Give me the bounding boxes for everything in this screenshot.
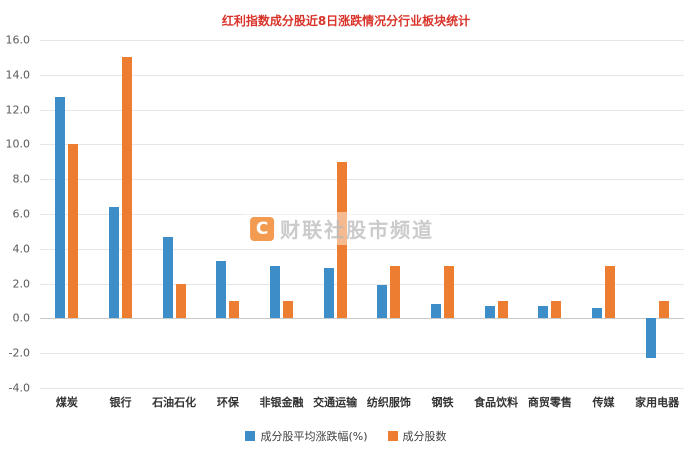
bar-stock-count	[390, 266, 401, 319]
legend-swatch	[387, 431, 398, 441]
x-category-label: 传媒	[592, 396, 615, 409]
legend-swatch	[245, 431, 256, 441]
x-category-label: 钢铁	[431, 396, 454, 409]
plot-area	[40, 40, 684, 389]
bar-avg-change	[216, 260, 227, 319]
bar-avg-change	[431, 304, 441, 319]
legend-item: 成分股平均涨跌幅(%)	[245, 428, 368, 444]
y-tick-label: 16.0	[5, 33, 31, 47]
gridline	[40, 214, 684, 215]
x-category-label: 纺织服饰	[366, 396, 411, 409]
bar-stock-count	[444, 266, 454, 319]
x-axis: 煤炭 银行 石油石化 环保 非银金融 交通运输 纺织服饰 钢铁 食品饮料 商贸零售 传媒 家用电器	[40, 394, 684, 410]
bar-avg-change	[377, 285, 388, 319]
y-tick-label: 0.0	[12, 311, 31, 325]
bar-avg-change	[592, 307, 602, 319]
gridline	[40, 179, 684, 181]
bar-avg-change	[55, 97, 66, 319]
x-category-label: 食品饮料	[474, 396, 519, 409]
bar-stock-count	[229, 301, 240, 319]
bar-stock-count	[605, 266, 615, 319]
gridline	[40, 388, 684, 389]
legend-label: 成分股平均涨跌幅(%)	[260, 430, 368, 443]
y-axis: -4.0 -2.0 0.0 2.0 4.0 6.0 8.0 10.0 12.0 14.0 16.0	[0, 34, 34, 395]
gridline	[40, 74, 684, 76]
bar-stock-count	[551, 301, 562, 319]
watermark: C 财联社股市频道	[244, 212, 441, 245]
bar-avg-change	[162, 236, 173, 319]
y-tick-label: 2.0	[12, 277, 31, 291]
legend-item: 成分股数	[387, 428, 447, 444]
cls-logo-icon: C	[250, 216, 275, 241]
gridline	[40, 109, 684, 111]
gridline	[40, 283, 684, 285]
gridline	[40, 144, 684, 146]
gridline	[40, 248, 684, 250]
bar-stock-count	[497, 301, 508, 319]
chart-title: 红利指数成分股近8日涨跌情况分行业板块统计	[221, 14, 471, 28]
y-tick-label: -4.0	[8, 381, 30, 395]
y-tick-label: -2.0	[8, 346, 30, 360]
bar-avg-change	[323, 267, 334, 319]
y-tick-label: 4.0	[12, 242, 31, 256]
bar-avg-change	[484, 306, 495, 319]
bar-avg-change	[538, 306, 549, 319]
x-category-label: 家用电器	[635, 396, 680, 409]
y-tick-label: 8.0	[12, 172, 31, 186]
bar-stock-count	[68, 144, 79, 319]
zero-line	[40, 318, 684, 320]
y-tick-label: 6.0	[12, 207, 31, 221]
bar-avg-change	[645, 318, 656, 359]
bar-avg-change	[109, 207, 119, 319]
bar-stock-count	[175, 283, 186, 319]
x-category-label: 商贸零售	[527, 396, 572, 409]
gridline	[40, 353, 684, 355]
x-category-label: 煤炭	[55, 396, 78, 409]
x-category-label: 非银金融	[259, 396, 304, 409]
gridline	[40, 40, 684, 41]
y-tick-label: 14.0	[5, 68, 31, 82]
watermark-text: 财联社股市频道	[280, 218, 435, 242]
bar-stock-count	[122, 57, 132, 319]
bar-stock-count	[336, 161, 347, 319]
x-category-label: 银行	[109, 396, 132, 409]
legend: 成分股平均涨跌幅(%) 成分股数	[0, 428, 692, 444]
bar-stock-count	[658, 301, 669, 319]
y-tick-label: 10.0	[5, 137, 31, 151]
x-category-label: 交通运输	[313, 396, 358, 409]
y-tick-label: 12.0	[5, 103, 31, 117]
legend-label: 成分股数	[402, 430, 447, 443]
bar-avg-change	[270, 266, 280, 319]
x-category-label: 环保	[216, 396, 239, 409]
x-category-label: 石油石化	[152, 396, 197, 409]
bar-stock-count	[283, 301, 293, 319]
